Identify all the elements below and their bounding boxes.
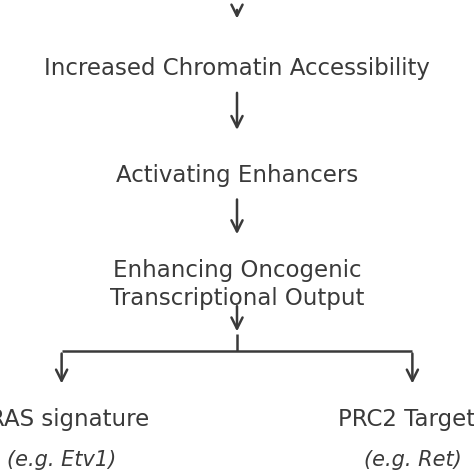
Text: Activating Enhancers: Activating Enhancers <box>116 164 358 187</box>
Text: KRAS signature: KRAS signature <box>0 408 149 431</box>
Text: Increased Chromatin Accessibility: Increased Chromatin Accessibility <box>44 57 430 80</box>
Text: Enhancing Oncogenic
Transcriptional Output: Enhancing Oncogenic Transcriptional Outp… <box>110 259 364 310</box>
Text: (e.g. Etv1): (e.g. Etv1) <box>7 450 116 470</box>
Text: (e.g. Ret): (e.g. Ret) <box>364 450 461 470</box>
Text: PRC2 Targets: PRC2 Targets <box>338 408 474 431</box>
